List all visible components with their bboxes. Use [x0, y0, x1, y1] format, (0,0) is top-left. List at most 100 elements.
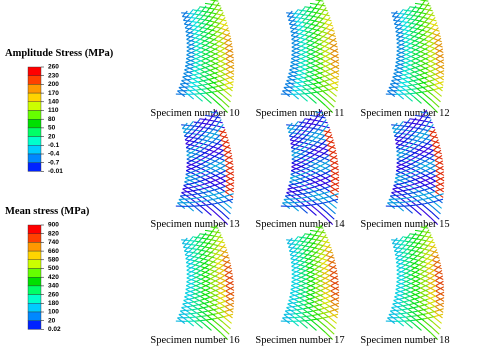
- strut: [403, 291, 412, 295]
- strut: [427, 186, 436, 193]
- strut: [311, 313, 321, 317]
- strut: [404, 42, 412, 48]
- strut: [191, 133, 199, 140]
- strut: [192, 137, 200, 144]
- strut: [431, 211, 440, 220]
- strut: [324, 332, 334, 341]
- strut: [306, 5, 312, 13]
- strut: [402, 68, 412, 72]
- strut: [317, 325, 326, 333]
- strut: [184, 293, 194, 298]
- strut: [322, 159, 331, 166]
- strut: [291, 166, 300, 171]
- strut: [207, 140, 215, 147]
- strut: [411, 42, 420, 48]
- strut: [220, 134, 228, 141]
- strut: [184, 249, 192, 256]
- strut: [321, 305, 331, 310]
- strut: [205, 130, 212, 138]
- strut: [193, 33, 201, 40]
- strut: [322, 176, 332, 182]
- strut: [314, 284, 324, 289]
- strut: [290, 288, 299, 294]
- strut: [305, 28, 313, 35]
- strut: [392, 74, 402, 78]
- strut: [186, 277, 195, 283]
- strut: [214, 142, 223, 146]
- strut: [409, 74, 420, 79]
- strut: [215, 32, 223, 39]
- strut: [395, 30, 403, 37]
- strut: [420, 240, 427, 247]
- strut: [188, 235, 194, 243]
- strut: [425, 84, 435, 88]
- strut: [310, 245, 317, 253]
- strut: [419, 47, 428, 53]
- strut: [213, 205, 223, 213]
- strut: [398, 85, 409, 88]
- strut: [321, 42, 330, 49]
- strut: [209, 235, 216, 243]
- strut: [306, 177, 315, 182]
- strut: [320, 84, 330, 88]
- strut: [435, 275, 444, 281]
- strut: [304, 186, 315, 191]
- strut: [291, 281, 300, 286]
- strut: [322, 64, 332, 70]
- strut: [194, 234, 201, 241]
- strut: [408, 20, 415, 27]
- strut: [224, 81, 234, 86]
- strut: [208, 303, 218, 308]
- strut: [287, 186, 297, 190]
- strut: [197, 15, 204, 22]
- strut: [216, 154, 225, 161]
- strut: [185, 58, 195, 63]
- strut: [415, 203, 425, 206]
- strut: [322, 276, 331, 282]
- strut: [205, 91, 215, 94]
- strut: [290, 30, 298, 37]
- strut: [205, 18, 212, 26]
- strut: [206, 198, 216, 202]
- strut: [314, 42, 322, 49]
- legend-swatch: [27, 136, 42, 146]
- strut: [394, 22, 402, 29]
- strut: [216, 190, 225, 198]
- strut: [288, 18, 296, 25]
- strut: [225, 160, 234, 166]
- strut: [319, 88, 329, 96]
- strut: [304, 301, 315, 306]
- strut: [313, 123, 322, 127]
- stent: [385, 0, 445, 114]
- strut: [434, 193, 444, 198]
- strut: [223, 201, 232, 209]
- strut: [324, 217, 334, 226]
- strut: [285, 82, 295, 85]
- strut: [319, 254, 327, 261]
- legend-title: Amplitude Stress (MPa): [5, 48, 114, 59]
- strut: [222, 321, 231, 330]
- strut: [403, 176, 412, 180]
- strut: [225, 165, 234, 172]
- strut: [300, 92, 311, 95]
- strut: [215, 310, 225, 318]
- strut: [214, 229, 220, 237]
- strut: [225, 75, 235, 80]
- strut: [320, 83, 330, 91]
- strut: [396, 147, 404, 151]
- strut: [427, 166, 437, 172]
- strut: [314, 154, 322, 161]
- strut: [201, 37, 209, 44]
- strut: [312, 3, 318, 11]
- strut: [216, 37, 224, 44]
- strut: [192, 180, 202, 184]
- strut: [433, 313, 444, 318]
- strut: [435, 171, 445, 177]
- strut: [190, 17, 197, 24]
- strut: [411, 37, 419, 44]
- strut: [435, 302, 445, 307]
- strut: [411, 117, 417, 125]
- strut: [418, 33, 426, 39]
- strut: [188, 85, 199, 88]
- strut: [425, 311, 435, 315]
